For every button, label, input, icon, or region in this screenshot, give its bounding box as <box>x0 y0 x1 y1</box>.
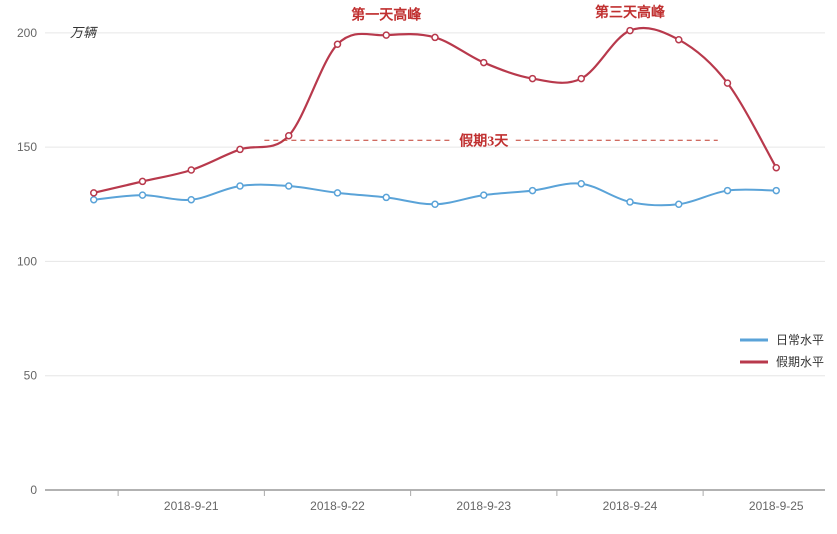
series-holiday-marker <box>140 178 146 184</box>
series-holiday-marker <box>286 133 292 139</box>
series-holiday-marker <box>237 146 243 152</box>
series-holiday-marker <box>530 76 536 82</box>
series-holiday-marker <box>725 80 731 86</box>
legend-label-holiday: 假期水平 <box>776 355 824 369</box>
series-daily-marker <box>335 190 341 196</box>
series-holiday-marker <box>627 28 633 34</box>
holiday-ref-label: 假期3天 <box>459 132 509 149</box>
series-daily-marker <box>140 192 146 198</box>
series-daily-marker <box>676 201 682 207</box>
y-tick-label: 100 <box>17 254 37 268</box>
series-daily-marker <box>481 192 487 198</box>
series-daily-marker <box>432 201 438 207</box>
y-tick-label: 200 <box>17 26 37 40</box>
series-daily-marker <box>188 197 194 203</box>
plot-area <box>45 10 825 490</box>
y-tick-label: 150 <box>17 140 37 154</box>
x-tick-label: 2018-9-22 <box>310 499 365 513</box>
series-daily-marker <box>91 197 97 203</box>
x-tick-label: 2018-9-25 <box>749 499 804 513</box>
series-holiday-marker <box>91 190 97 196</box>
series-holiday-marker <box>676 37 682 43</box>
series-holiday-marker <box>432 34 438 40</box>
peak-annotation: 第一天高峰 <box>351 6 422 23</box>
series-daily-marker <box>627 199 633 205</box>
series-holiday-marker <box>188 167 194 173</box>
x-tick-label: 2018-9-23 <box>456 499 511 513</box>
series-holiday-marker <box>335 41 341 47</box>
series-daily-marker <box>237 183 243 189</box>
series-daily-marker <box>286 183 292 189</box>
series-daily-marker <box>578 181 584 187</box>
series-holiday-marker <box>578 76 584 82</box>
series-daily-marker <box>530 188 536 194</box>
x-tick-label: 2018-9-21 <box>164 499 219 513</box>
series-holiday-marker <box>773 165 779 171</box>
series-holiday-marker <box>481 60 487 66</box>
y-tick-label: 0 <box>30 483 37 497</box>
series-holiday-marker <box>383 32 389 38</box>
traffic-line-chart: 0 50 100 150 200 2018-9-21 2018-9-22 2018-9-23 2… <box>0 0 837 534</box>
y-axis-title: 万辆 <box>70 25 98 40</box>
y-tick-label: 50 <box>24 369 38 383</box>
series-daily-marker <box>383 194 389 200</box>
series-daily-marker <box>773 188 779 194</box>
series-daily-marker <box>725 188 731 194</box>
peak-annotation: 第三天高峰 <box>595 4 666 21</box>
x-tick-label: 2018-9-24 <box>603 499 658 513</box>
legend-label-daily: 日常水平 <box>776 333 824 347</box>
